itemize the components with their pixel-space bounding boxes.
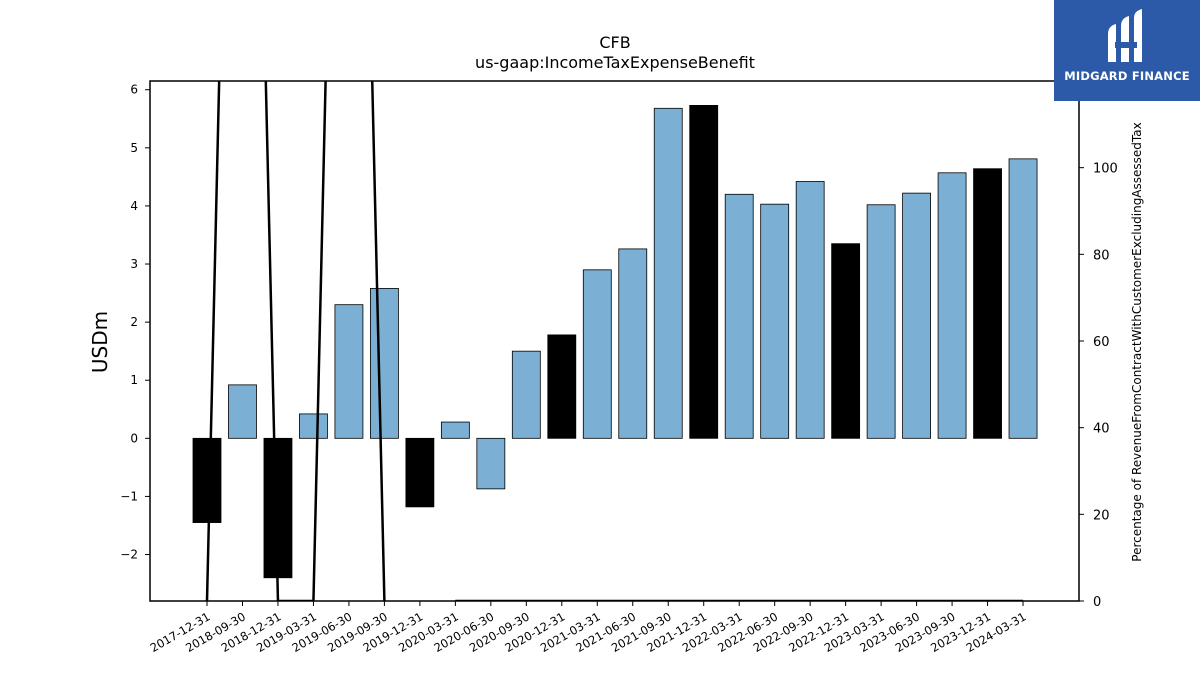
y-tick-label: 6 bbox=[130, 83, 138, 97]
bar-2020-06-30 bbox=[476, 437, 506, 490]
y2-tick-label: 40 bbox=[1093, 422, 1110, 437]
bar-2019-06-30 bbox=[334, 304, 364, 439]
y-axis-label: USDm bbox=[88, 311, 112, 373]
bar-2018-09-30 bbox=[228, 384, 257, 439]
bar-2024-03-31 bbox=[1008, 158, 1038, 439]
y2-tick-label: 20 bbox=[1093, 508, 1110, 523]
bar-2021-12-31 bbox=[689, 105, 719, 439]
brand-logo: MIDGARD FINANCE bbox=[1054, 0, 1200, 101]
y2-tick-label: 0 bbox=[1093, 595, 1101, 610]
logo-mark-icon bbox=[1108, 9, 1142, 62]
chart-subtitle: us-gaap:IncomeTaxExpenseBenefit bbox=[475, 53, 755, 72]
bar-2023-06-30 bbox=[902, 192, 931, 439]
y2-tick-label: 80 bbox=[1093, 248, 1110, 263]
bar-2021-03-31 bbox=[582, 269, 612, 439]
bar-2019-03-31 bbox=[299, 413, 328, 439]
bar-2020-09-30 bbox=[511, 350, 541, 439]
y-tick-label: 0 bbox=[130, 431, 138, 445]
ratio-line bbox=[205, 81, 386, 601]
bar-2023-09-30 bbox=[937, 172, 967, 439]
y2-tick-label: 100 bbox=[1093, 162, 1118, 177]
logo-text: MIDGARD FINANCE bbox=[1064, 69, 1190, 83]
y-tick-label: 4 bbox=[130, 199, 138, 213]
y2-axis: 0 20 40 60 80 100 bbox=[1079, 162, 1118, 610]
y2-axis-label: Percentage of RevenueFromContractWithCus… bbox=[1130, 122, 1144, 561]
bar-2023-12-31 bbox=[973, 168, 1002, 439]
y-tick-label: 1 bbox=[130, 373, 138, 387]
bar-2021-09-30 bbox=[653, 107, 683, 439]
y-axis: −2 −1 0 1 2 3 4 5 6 bbox=[120, 83, 150, 562]
bar-2019-09-30 bbox=[369, 288, 399, 439]
bar-2022-06-30 bbox=[760, 203, 790, 439]
y2-tick-label: 60 bbox=[1093, 335, 1110, 350]
y-tick-label: −1 bbox=[120, 489, 138, 503]
bar-2023-03-31 bbox=[866, 204, 896, 439]
line-group bbox=[205, 81, 1024, 601]
bar-2018-12-31 bbox=[263, 437, 293, 579]
y-tick-label: 2 bbox=[130, 315, 138, 329]
x-axis: 2017-12-312018-09-302018-12-312019-03-31… bbox=[148, 601, 1029, 655]
bar-2021-06-30 bbox=[618, 248, 648, 439]
y-tick-label: −2 bbox=[120, 548, 138, 562]
y-tick-label: 3 bbox=[130, 257, 138, 271]
bar-2019-12-31 bbox=[405, 437, 435, 508]
chart-title: CFB bbox=[599, 33, 630, 52]
bar-2022-12-31 bbox=[831, 243, 861, 439]
y-tick-label: 5 bbox=[130, 141, 138, 155]
bar-2022-09-30 bbox=[795, 181, 825, 439]
bar-2022-03-31 bbox=[724, 193, 754, 439]
bar-2017-12-31 bbox=[192, 437, 222, 523]
bar-2020-12-31 bbox=[547, 334, 577, 439]
bars-group bbox=[192, 105, 1038, 579]
bar-2020-03-31 bbox=[440, 421, 470, 439]
